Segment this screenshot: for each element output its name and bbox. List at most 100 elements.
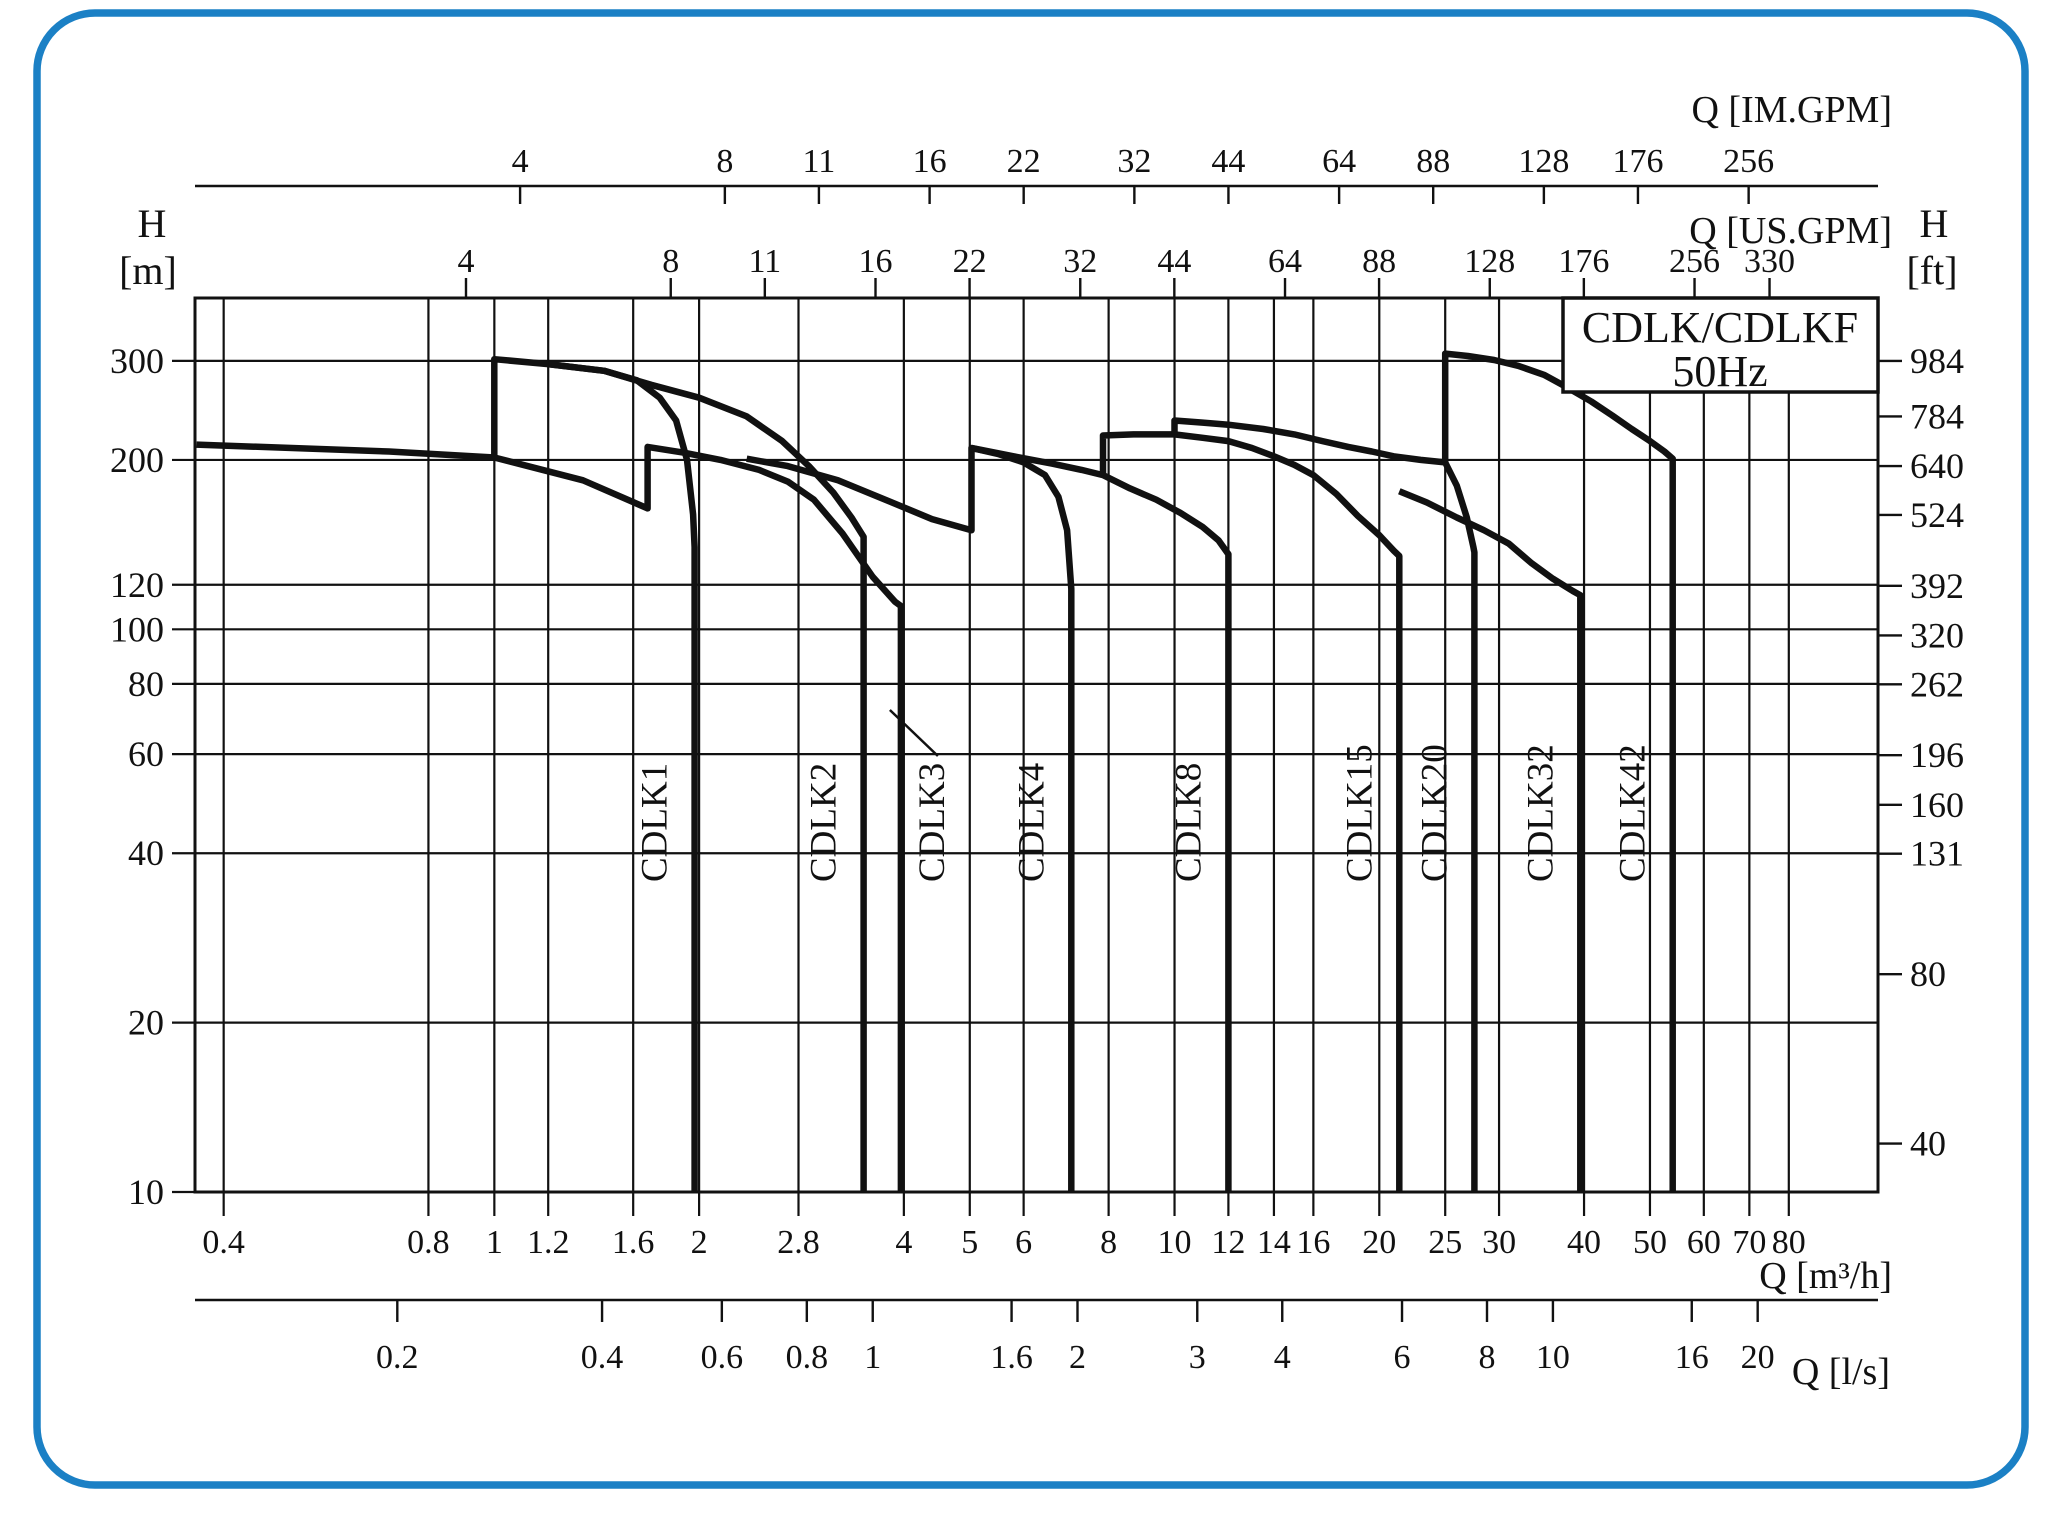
curve-label-CDLK32: CDLK32 [1520, 744, 1561, 882]
y-axis-tick-label-ft: 40 [1910, 1124, 1946, 1164]
x-axis-title-m3h: Q [m³/h] [1759, 1255, 1892, 1297]
curve-label-CDLK15: CDLK15 [1339, 744, 1380, 882]
curve-CDLK20 [1171, 417, 1478, 1192]
x-axis-tick-label-ls: 16 [1675, 1339, 1709, 1376]
y-axis-unit-ft: [ft] [1906, 248, 1957, 293]
x-axis-tick-label-imgpm: 64 [1322, 143, 1356, 180]
x-axis-tick-label-m3h: 40 [1567, 1224, 1601, 1261]
curve-CDLK32 [1398, 488, 1584, 1192]
page-border [33, 9, 2029, 1489]
y-axis-tick-label-m: 40 [128, 833, 164, 873]
x-axis-tick-label-m3h: 12 [1211, 1224, 1245, 1261]
x-axis-tick-label-imgpm: 256 [1723, 143, 1774, 180]
x-axis-tick-label-ls: 2 [1069, 1339, 1086, 1376]
x-axis-tick-label-m3h: 4 [895, 1224, 912, 1261]
x-axis-tick-label-m3h: 2.8 [777, 1224, 820, 1261]
x-axis-title-usgpm: Q [US.GPM] [1689, 210, 1892, 252]
y-axis-tick-label-ft: 524 [1910, 495, 1964, 535]
y-axis-tick-label-ft: 262 [1910, 664, 1964, 704]
y-axis-tick-label-m: 20 [128, 1003, 164, 1043]
x-axis-tick-label-imgpm: 11 [803, 143, 836, 180]
x-axis-tick-label-m3h: 2 [691, 1224, 708, 1261]
x-axis-tick-label-m3h: 14 [1257, 1224, 1291, 1261]
x-axis-tick-label-imgpm: 88 [1416, 143, 1450, 180]
x-axis-tick-label-usgpm: 11 [748, 243, 781, 280]
x-axis-tick-label-m3h: 10 [1158, 1224, 1192, 1261]
x-axis-tick-label-usgpm: 22 [953, 243, 987, 280]
x-axis-tick-label-imgpm: 8 [716, 143, 733, 180]
x-axis-tick-label-m3h: 1.2 [527, 1224, 570, 1261]
x-axis-tick-label-imgpm: 22 [1007, 143, 1041, 180]
x-axis-tick-label-imgpm: 44 [1211, 143, 1245, 180]
curve-CDLK2 [547, 360, 867, 1192]
y-axis-tick-label-ft: 160 [1910, 785, 1964, 825]
curve-CDLK3 [493, 443, 905, 1192]
x-axis-tick-label-usgpm: 32 [1063, 243, 1097, 280]
x-axis-tick-label-ls: 8 [1479, 1339, 1496, 1376]
x-axis-tick-label-m3h: 50 [1633, 1224, 1667, 1261]
x-axis-tick-label-ls: 20 [1741, 1339, 1775, 1376]
x-axis-tick-label-ls: 10 [1536, 1339, 1570, 1376]
x-axis-tick-label-m3h: 1 [486, 1224, 503, 1261]
curve-label-CDLK2: CDLK2 [804, 763, 845, 882]
x-axis-tick-label-usgpm: 128 [1464, 243, 1515, 280]
y-axis-unit-m: [m] [119, 248, 177, 293]
y-axis-tick-label-ft: 392 [1910, 566, 1964, 606]
curve-label-CDLK42: CDLK42 [1613, 744, 1654, 882]
x-axis-tick-label-m3h: 60 [1687, 1224, 1721, 1261]
x-axis-tick-label-m3h: 0.4 [202, 1224, 245, 1261]
x-axis-tick-label-m3h: 1.6 [612, 1224, 655, 1261]
x-axis-tick-label-m3h: 8 [1100, 1224, 1117, 1261]
y-axis-tick-label-ft: 784 [1910, 396, 1964, 436]
curve-label-CDLK4: CDLK4 [1011, 763, 1052, 882]
x-axis-tick-label-m3h: 25 [1428, 1224, 1462, 1261]
x-axis-tick-label-ls: 4 [1274, 1339, 1291, 1376]
x-axis-tick-label-usgpm: 256 [1669, 243, 1720, 280]
curve-CDLK1 [196, 355, 698, 1192]
y-axis-tick-label-ft: 640 [1910, 446, 1964, 486]
y-axis-tick-label-m: 300 [110, 341, 164, 381]
x-axis-title-imgpm: Q [IM.GPM] [1691, 89, 1892, 131]
curve-label-pointer-CDLK3 [889, 709, 939, 757]
y-axis-tick-label-ft: 320 [1910, 615, 1964, 655]
x-axis-tick-label-imgpm: 32 [1117, 143, 1151, 180]
x-axis-tick-label-m3h: 70 [1732, 1224, 1766, 1261]
curve-CDLK42 [1441, 350, 1676, 1192]
y-axis-tick-label-m: 200 [110, 440, 164, 480]
x-axis-tick-label-m3h: 0.8 [407, 1224, 450, 1261]
y-axis-tick-label-m: 100 [110, 609, 164, 649]
y-axis-title-H-right: H [1920, 201, 1949, 246]
curve-label-CDLK3: CDLK3 [912, 763, 953, 882]
y-axis-tick-label-ft: 80 [1910, 954, 1946, 994]
x-axis-tick-label-ls: 3 [1189, 1339, 1206, 1376]
chart-subtitle: 50Hz [1672, 347, 1767, 396]
x-axis-tick-label-ls: 1.6 [990, 1339, 1033, 1376]
curve-label-CDLK8: CDLK8 [1168, 763, 1209, 882]
title-box [1561, 296, 1880, 394]
x-axis-tick-label-ls: 0.6 [701, 1339, 744, 1376]
chart-title: CDLK/CDLKF [1582, 303, 1858, 352]
y-axis-tick-label-m: 60 [128, 734, 164, 774]
x-axis-tick-label-imgpm: 128 [1518, 143, 1569, 180]
x-axis-tick-label-ls: 0.4 [581, 1339, 624, 1376]
y-axis-tick-label-m: 120 [110, 565, 164, 605]
curve-label-CDLK1: CDLK1 [635, 763, 676, 882]
x-axis-tick-label-m3h: 30 [1482, 1224, 1516, 1261]
x-axis-tick-label-m3h: 5 [961, 1224, 978, 1261]
x-axis-tick-label-usgpm: 330 [1744, 243, 1795, 280]
x-axis-tick-label-usgpm: 4 [457, 243, 474, 280]
x-axis-tick-label-usgpm: 64 [1268, 243, 1302, 280]
x-axis-tick-label-usgpm: 16 [859, 243, 893, 280]
y-axis-tick-label-ft: 131 [1910, 834, 1964, 874]
curve-label-CDLK20: CDLK20 [1414, 744, 1455, 882]
x-axis-tick-label-usgpm: 8 [662, 243, 679, 280]
y-axis-tick-label-ft: 984 [1910, 341, 1964, 381]
y-axis-tick-label-ft: 196 [1910, 735, 1964, 775]
x-axis-tick-label-m3h: 20 [1362, 1224, 1396, 1261]
x-axis-tick-label-usgpm: 44 [1157, 243, 1191, 280]
y-axis-tick-label-m: 10 [128, 1172, 164, 1212]
x-axis-tick-label-ls: 0.8 [786, 1339, 829, 1376]
x-axis-tick-label-usgpm: 88 [1362, 243, 1396, 280]
